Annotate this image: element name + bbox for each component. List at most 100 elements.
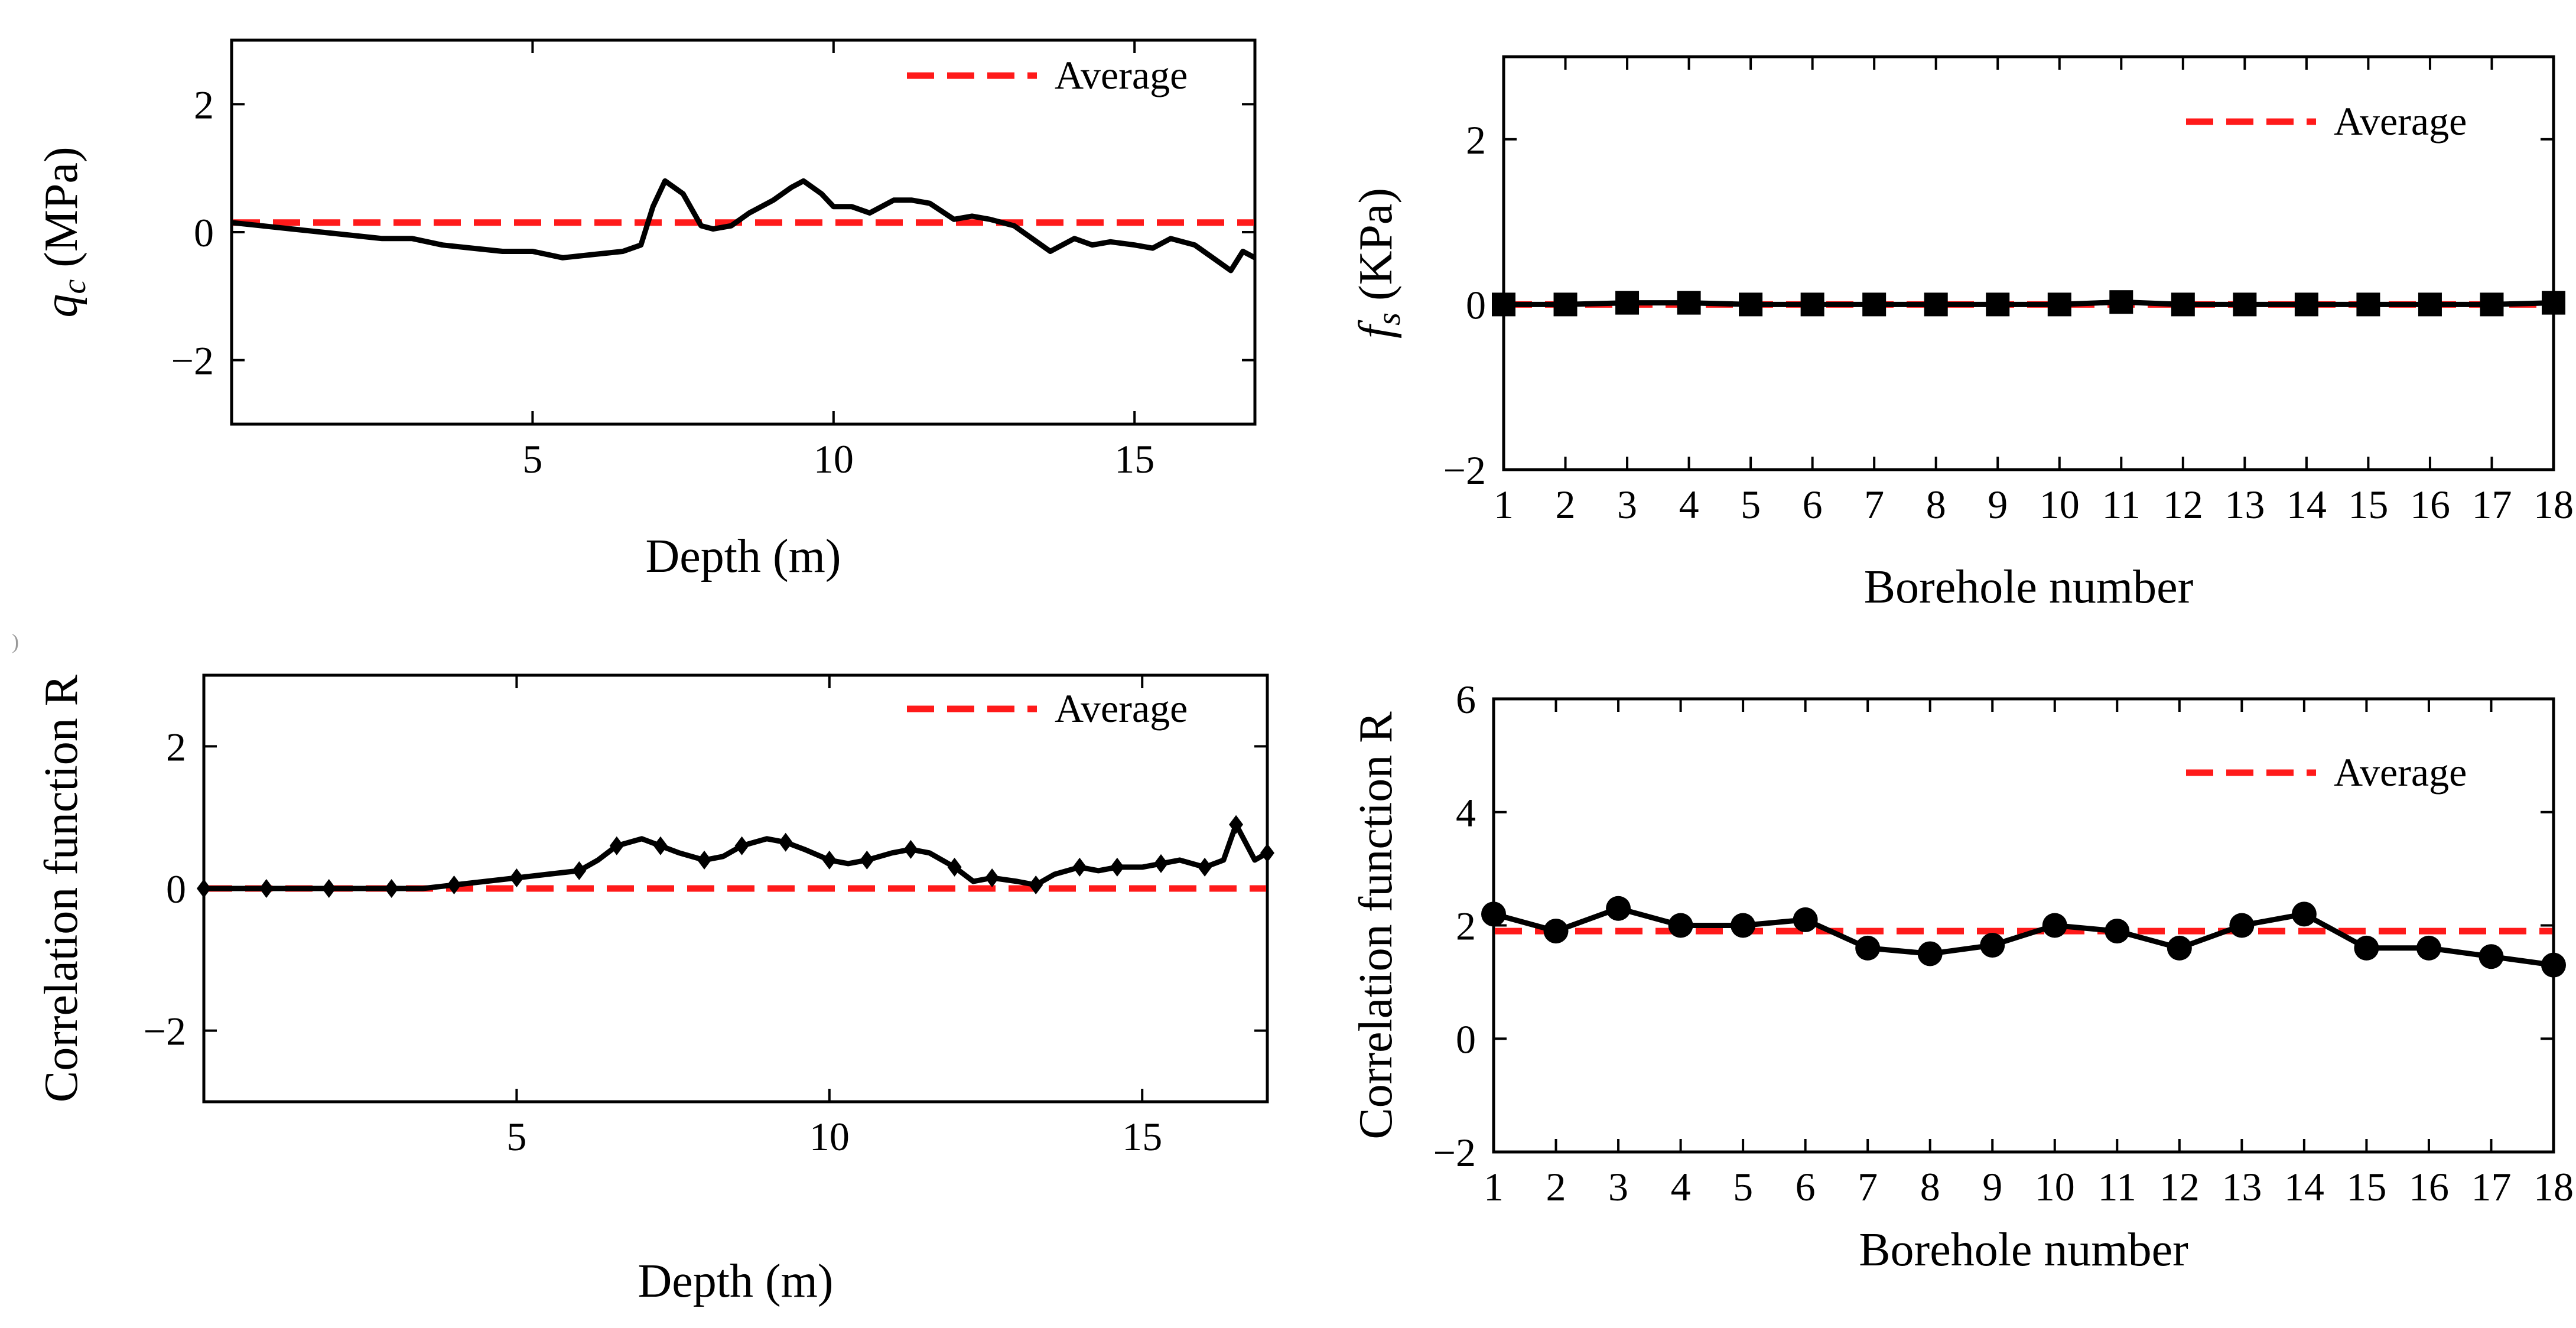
y-tick-label: −2 bbox=[1443, 448, 1486, 493]
data-point bbox=[1917, 941, 1943, 966]
x-tick-label: 6 bbox=[1796, 1164, 1816, 1209]
y-axis-label: fs (KPa) bbox=[1350, 188, 1407, 338]
data-point bbox=[1800, 292, 1824, 317]
data-point bbox=[2416, 935, 2441, 961]
legend-label: Average bbox=[1055, 53, 1188, 97]
x-tick-label: 15 bbox=[1122, 1114, 1162, 1159]
data-point bbox=[1198, 857, 1212, 877]
x-tick-label: 14 bbox=[2284, 1164, 2324, 1209]
data-point bbox=[1553, 292, 1578, 317]
data-point bbox=[1492, 292, 1515, 317]
data-point bbox=[2418, 292, 2442, 317]
x-tick-label: 3 bbox=[1608, 1164, 1628, 1209]
data-point bbox=[2356, 292, 2380, 317]
panel-depth-qc: 5 10 15 −2 0 2 Depth (m) qc (MPa) Average bbox=[35, 38, 1257, 582]
x-tick-label: 10 bbox=[809, 1114, 850, 1159]
x-tick-label: 5 bbox=[1733, 1164, 1753, 1209]
data-point bbox=[860, 850, 874, 870]
x-tick-label: 5 bbox=[522, 437, 542, 481]
data-point bbox=[778, 832, 793, 852]
data-series-line bbox=[1504, 299, 2554, 307]
x-tick-label: 16 bbox=[2409, 1164, 2449, 1209]
x-tick-label: 12 bbox=[2159, 1164, 2200, 1209]
x-tick-label: 1 bbox=[1484, 1164, 1504, 1209]
data-point bbox=[509, 868, 524, 887]
panel-borehole-correlation: 1 2 3 4 5 6 7 8 9 10 11 12 13 14 15 16 17 18−20246Borehol… bbox=[1350, 677, 2574, 1276]
x-tick-label: 17 bbox=[2471, 1164, 2511, 1209]
data-point bbox=[2042, 913, 2067, 938]
data-point bbox=[1793, 907, 1818, 932]
x-tick-label: 7 bbox=[1864, 482, 1884, 527]
data-point bbox=[2105, 919, 2130, 944]
data-point bbox=[903, 839, 918, 859]
plot-frame bbox=[1502, 55, 2555, 471]
x-tick-label: 4 bbox=[1679, 482, 1699, 527]
y-tick-label: 0 bbox=[1466, 282, 1486, 327]
data-point bbox=[1924, 292, 1948, 317]
y-axis-label: Correlation function R bbox=[1350, 711, 1402, 1140]
data-point bbox=[1606, 896, 1631, 921]
y-label-subscript: c bbox=[56, 279, 93, 294]
data-point bbox=[1154, 854, 1168, 873]
data-point bbox=[1543, 919, 1569, 944]
x-tick-label: 3 bbox=[1617, 482, 1637, 527]
y-tick-label: 0 bbox=[1456, 1017, 1476, 1062]
x-axis-label: Borehole number bbox=[1859, 1224, 2188, 1276]
x-tick-label: 11 bbox=[2098, 1164, 2136, 1209]
data-point bbox=[1029, 875, 1043, 894]
data-point bbox=[653, 836, 668, 855]
legend-label: Average bbox=[2334, 99, 2467, 144]
y-tick-label: 2 bbox=[1466, 118, 1486, 162]
data-point bbox=[2171, 292, 2195, 317]
x-tick-label: 13 bbox=[2224, 482, 2265, 527]
x-axis-label: Depth (m) bbox=[638, 1255, 833, 1307]
x-tick-label: 7 bbox=[1858, 1164, 1878, 1209]
data-point bbox=[1986, 292, 2010, 317]
y-axis-label: Correlation function R bbox=[35, 674, 87, 1102]
data-point bbox=[1731, 913, 1756, 938]
data-point bbox=[1481, 901, 1506, 927]
data-point bbox=[2354, 935, 2379, 961]
data-point bbox=[985, 868, 1000, 887]
x-axis-label: Borehole number bbox=[1864, 561, 2194, 613]
data-point bbox=[734, 836, 749, 855]
plot-frame bbox=[230, 38, 1257, 426]
y-tick-label: 2 bbox=[1456, 904, 1476, 949]
data-point bbox=[1668, 913, 1693, 938]
data-point bbox=[822, 850, 837, 870]
y-label-unit: (MPa) bbox=[35, 147, 87, 279]
x-tick-label: 8 bbox=[1926, 482, 1946, 527]
data-series-line bbox=[1492, 906, 2554, 968]
data-point bbox=[197, 879, 211, 898]
data-point bbox=[1072, 857, 1087, 877]
data-point bbox=[1229, 815, 1244, 834]
x-tick-label: 6 bbox=[1803, 482, 1823, 527]
legend-label: Average bbox=[1055, 686, 1188, 731]
x-tick-label: 15 bbox=[2346, 1164, 2386, 1209]
legend-label: Average bbox=[2334, 750, 2467, 795]
x-tick-label: 14 bbox=[2286, 482, 2327, 527]
y-label-unit: (KPa) bbox=[1350, 188, 1402, 313]
panel-depth-correlation: 5 10 15 −2 0 2 Depth (m) Correlation function R… bbox=[35, 673, 1274, 1307]
data-point bbox=[947, 857, 962, 877]
data-point bbox=[572, 861, 587, 880]
y-axis-label: qc (MPa) bbox=[35, 147, 93, 317]
x-tick-label: 10 bbox=[2040, 482, 2080, 527]
data-point bbox=[1739, 292, 1763, 317]
data-point bbox=[2109, 290, 2133, 314]
y-tick-label: −2 bbox=[144, 1009, 186, 1054]
data-point bbox=[2294, 292, 2318, 317]
data-point bbox=[384, 879, 399, 898]
data-point bbox=[2479, 944, 2504, 969]
data-point bbox=[447, 875, 461, 894]
x-tick-label: 2 bbox=[1546, 1164, 1566, 1209]
data-point bbox=[1110, 857, 1124, 877]
data-point bbox=[2480, 292, 2504, 317]
x-tick-label: 15 bbox=[1114, 437, 1154, 481]
x-tick-label: 5 bbox=[1741, 482, 1761, 527]
y-tick-label: 2 bbox=[166, 724, 186, 769]
data-series-line bbox=[231, 178, 1257, 274]
x-tick-label: 11 bbox=[2102, 482, 2141, 527]
x-tick-label: 9 bbox=[1988, 482, 2008, 527]
